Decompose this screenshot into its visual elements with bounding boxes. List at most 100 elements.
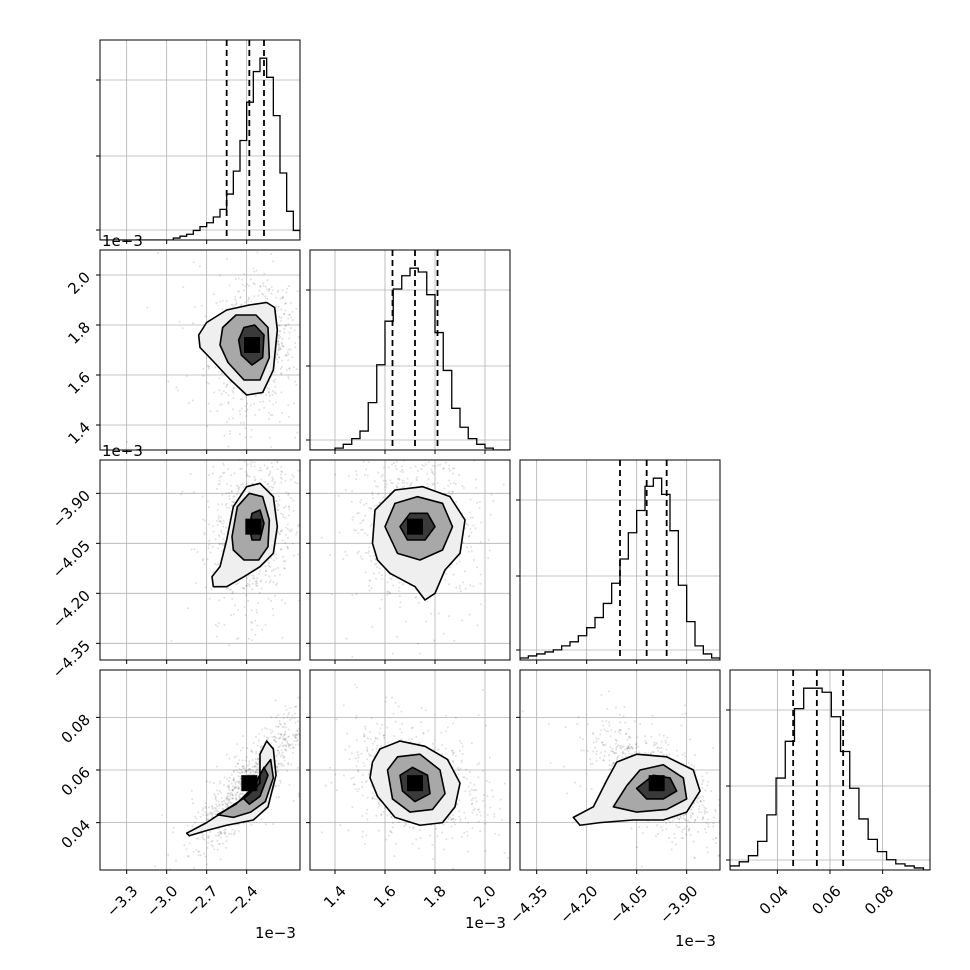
scatter-point <box>401 722 404 725</box>
scatter-point <box>635 846 638 849</box>
scatter-point <box>227 467 230 470</box>
scatter-point <box>282 754 285 757</box>
scatter-point <box>348 758 351 761</box>
scatter-point <box>441 444 443 446</box>
scatter-point <box>241 759 244 762</box>
scatter-point <box>250 823 253 826</box>
scatter-point <box>471 516 474 519</box>
scatter-point <box>401 486 404 489</box>
scatter-point <box>266 466 269 469</box>
scatter-point <box>449 566 452 569</box>
scatter-point <box>390 831 393 834</box>
scatter-point <box>351 489 354 492</box>
scatter-point <box>212 451 214 453</box>
scatter-point <box>384 485 387 488</box>
scatter-point <box>459 820 462 823</box>
scatter-point <box>245 756 248 759</box>
scatter-point <box>245 471 248 474</box>
scatter-point <box>267 287 270 290</box>
scatter-point <box>433 748 436 751</box>
scatter-point <box>261 628 264 631</box>
scatter-point <box>255 269 258 272</box>
scatter-point <box>214 807 217 810</box>
density-peak <box>407 775 423 792</box>
scatter-point <box>627 749 630 752</box>
scatter-point <box>280 465 283 468</box>
scatter-point <box>704 810 707 813</box>
scatter-point <box>236 791 239 794</box>
scatter-point <box>219 830 222 833</box>
scatter-point <box>748 815 750 817</box>
scatter-point <box>549 761 552 764</box>
scatter-point <box>447 726 450 729</box>
scatter-point <box>455 419 457 421</box>
scatter-point <box>265 569 268 572</box>
scatter-point <box>368 589 371 592</box>
scatter-point <box>290 763 293 766</box>
scatter-point <box>243 767 246 770</box>
scatter-point <box>338 531 341 534</box>
scatter-point <box>702 795 705 798</box>
scatter-point <box>206 425 209 428</box>
scatter-point <box>215 635 218 638</box>
scatter-point <box>227 784 230 787</box>
scatter-point <box>351 594 354 597</box>
scatter-point <box>468 790 471 793</box>
scatter-point <box>281 297 284 300</box>
scatter-point <box>245 770 248 773</box>
scatter-point <box>181 490 184 493</box>
scatter-point <box>243 771 246 774</box>
scatter-point <box>248 585 251 588</box>
scatter-point <box>275 725 278 728</box>
scatter-point <box>362 518 365 521</box>
scatter-point <box>233 495 236 498</box>
scatter-point <box>355 593 358 596</box>
scatter-point <box>285 526 288 529</box>
scatter-point <box>225 796 228 799</box>
scatter-point <box>285 354 288 357</box>
scatter-point <box>239 467 242 470</box>
scatter-point <box>366 737 369 740</box>
scatter-point <box>320 831 323 834</box>
scatter-point <box>280 481 283 484</box>
scatter-point <box>265 288 268 291</box>
scatter-point <box>373 798 376 801</box>
scatter-point <box>297 696 300 699</box>
scatter-point <box>239 778 242 781</box>
scatter-point <box>243 301 246 304</box>
scatter-point <box>218 482 221 485</box>
scatter-point <box>280 391 283 394</box>
scatter-point <box>306 555 308 557</box>
scatter-point <box>355 787 358 790</box>
scatter-point <box>424 463 427 466</box>
scatter-point <box>283 737 286 740</box>
scatter-point <box>448 464 451 467</box>
scatter-point <box>232 417 235 420</box>
scatter-point <box>226 785 229 788</box>
scatter-point <box>271 417 273 419</box>
panel-frame <box>309 249 511 451</box>
scatter-point <box>219 858 222 861</box>
scatter-point <box>310 703 312 705</box>
scatter-point <box>224 805 227 808</box>
scatter-point <box>714 836 717 839</box>
scatter-point <box>206 364 209 367</box>
contour-line-2 <box>399 766 431 803</box>
scatter-point <box>409 483 412 486</box>
scatter-point <box>330 781 333 784</box>
scatter-point <box>456 767 459 770</box>
scatter-point <box>284 704 287 707</box>
scatter-point <box>276 749 279 752</box>
scatter-point <box>463 811 466 814</box>
scatter-point <box>253 766 256 769</box>
scatter-point <box>268 564 271 567</box>
scatter-point <box>468 511 471 514</box>
scatter-point <box>362 761 365 764</box>
scatter-point <box>389 829 392 832</box>
scatter-point <box>376 744 379 747</box>
scatter-point <box>374 557 377 560</box>
scatter-point <box>225 502 228 505</box>
scatter-point <box>288 744 291 747</box>
scatter-point <box>287 375 290 378</box>
scatter-point <box>462 541 465 544</box>
